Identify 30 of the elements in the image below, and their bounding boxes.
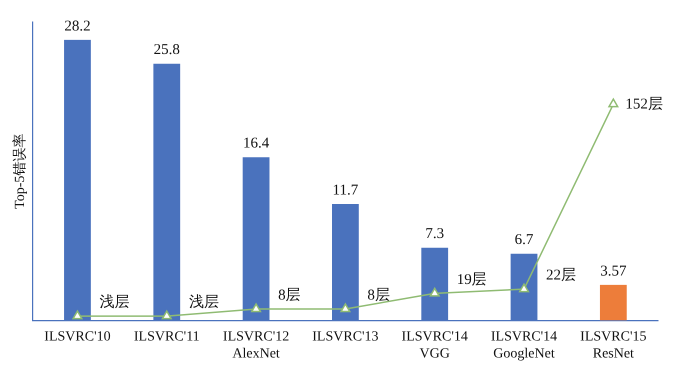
x-tick-label: ILSVRC'14 GoogleNet	[490, 329, 558, 362]
data-label: 22层	[546, 268, 576, 284]
data-label: 8层	[367, 287, 390, 304]
data-label: 浅层	[99, 294, 130, 311]
point	[608, 98, 618, 108]
data-label: 11.7	[332, 182, 359, 198]
x-tick-label: ILSVRC'10	[44, 329, 111, 344]
data-label: 8层	[278, 287, 301, 304]
data-label: 3.57	[600, 263, 627, 280]
data-label: 浅层	[188, 294, 219, 311]
bar	[600, 284, 627, 320]
point	[340, 303, 350, 312]
point	[518, 283, 530, 292]
x-tick-label: ILSVRC'13	[312, 329, 379, 344]
point	[430, 288, 440, 297]
data-label: 28.2	[64, 18, 91, 34]
x-tick-label: ILSVRC'12 AlexNet	[222, 329, 290, 362]
data-label: 6.7	[514, 232, 534, 248]
data-label: 25.8	[154, 42, 180, 58]
point	[162, 310, 172, 320]
x-tick-label: ILSVRC'11	[134, 329, 200, 344]
x-tick-label: ILSVRC'15 ResNet	[580, 329, 646, 362]
x-tick-label: ILSVRC'14 VGG	[402, 329, 468, 362]
data-label: 152层	[625, 96, 663, 113]
data-label: 16.4	[242, 136, 270, 152]
data-label: 7.3	[425, 226, 444, 242]
y-axis-title: Top-5错误率	[12, 134, 28, 209]
data-label: 19层	[456, 272, 487, 288]
point	[72, 310, 83, 320]
point	[251, 303, 262, 312]
